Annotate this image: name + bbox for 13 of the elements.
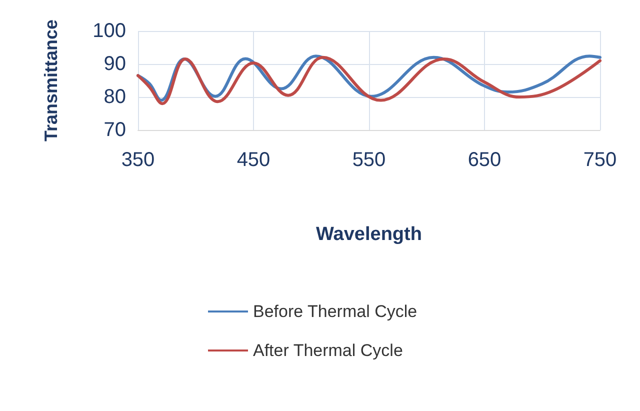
x-tick-label: 450 bbox=[236, 149, 270, 171]
x-axis-title: Wavelength bbox=[316, 224, 422, 245]
x-tick-label: 350 bbox=[121, 149, 155, 171]
y-axis-title: Transmittance bbox=[41, 19, 61, 142]
x-tick-label: 650 bbox=[468, 149, 502, 171]
x-tick-label: 550 bbox=[352, 149, 386, 171]
y-tick-label: 70 bbox=[104, 119, 126, 141]
y-tick-label: 80 bbox=[104, 86, 126, 108]
x-tick-label: 750 bbox=[583, 149, 617, 171]
y-tick-label: 100 bbox=[92, 20, 126, 42]
legend-label: Before Thermal Cycle bbox=[253, 302, 418, 321]
y-tick-label: 90 bbox=[104, 53, 126, 75]
legend-label: After Thermal Cycle bbox=[253, 341, 403, 360]
